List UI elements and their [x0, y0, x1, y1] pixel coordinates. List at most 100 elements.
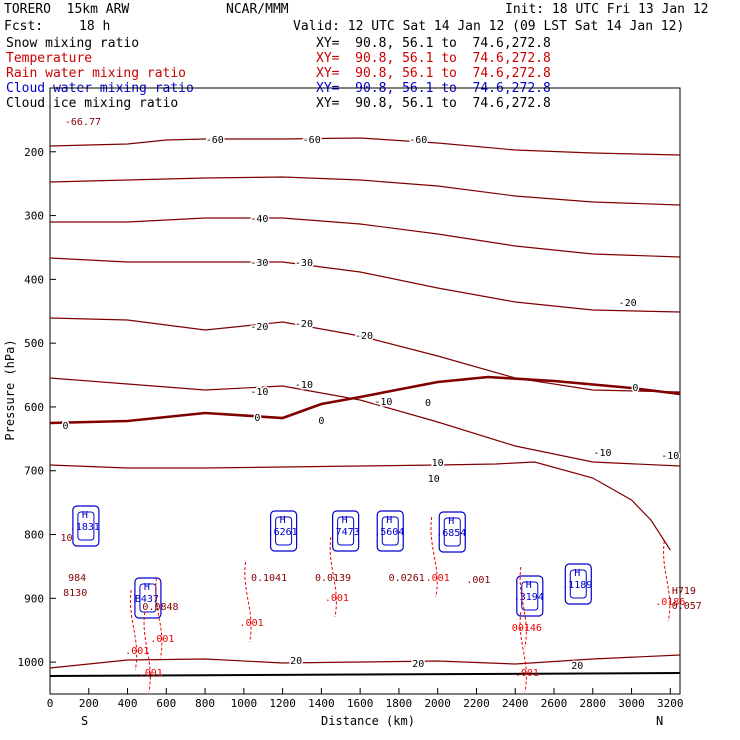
rain-label: .001: [240, 618, 264, 629]
field-name-snow: Snow mixing ratio: [6, 36, 140, 51]
ground-line: [49, 672, 681, 677]
isotherm-label: 0: [425, 398, 431, 409]
cloud-max-mark: H: [144, 582, 150, 593]
cloud-contour: [275, 516, 293, 546]
y-tick-label: 300: [24, 210, 44, 223]
rain-layer: .001.001.001.001.001.001.00100146.018698…: [60, 117, 702, 693]
isotherm-label: -10: [250, 387, 268, 398]
cloud-max-mark: H: [342, 515, 348, 526]
isotherm-label: -60: [409, 135, 427, 146]
x-tick-label: 1600: [347, 697, 374, 710]
x-tick-label: 1800: [386, 697, 413, 710]
cloud-max-mark: H: [574, 568, 580, 579]
isotherm-label: 10: [428, 474, 440, 485]
cloud-max-value: .1831: [70, 522, 100, 533]
rain-contour: [663, 540, 671, 622]
isotherm-line: [49, 317, 681, 393]
isotherm-label: -20: [355, 331, 373, 342]
cloud-max-value: B437: [135, 594, 159, 605]
cloud-max-mark: H: [82, 510, 88, 521]
rain-contour: [519, 566, 527, 648]
rain-label: .001: [125, 646, 149, 657]
y-axis-label: Pressure (hPa): [3, 339, 17, 440]
isotherm-label: -10: [295, 380, 313, 391]
isotherm-label: 20: [412, 659, 424, 670]
isotherm-label: -60: [303, 135, 321, 146]
cloud-contour: [516, 575, 544, 617]
x-tick-label: 2800: [580, 697, 607, 710]
cloud-layer: H.1831H.6261H.7473H.5604H.6854H.3194H.11…: [70, 505, 592, 619]
y-tick-label: 700: [24, 465, 44, 478]
x-tick-label: 2200: [463, 697, 490, 710]
cloud-max-value: .7473: [330, 527, 360, 538]
cloud-max-mark: H: [526, 580, 532, 591]
rain-contour: [130, 589, 138, 671]
misc-label: 0.0261: [389, 573, 425, 584]
misc-label: 0.0848: [142, 602, 178, 613]
isotherm-label: -10: [593, 448, 611, 459]
x-tick-label: 1400: [308, 697, 335, 710]
field-name-temperature: Temperature: [6, 51, 93, 66]
y-tick-label: 400: [24, 273, 44, 286]
isotherm-label: -20: [295, 319, 313, 330]
cloud-max-mark: H: [448, 516, 454, 527]
cloud-max-value: .3194: [514, 592, 544, 603]
field-name-cloud-ice: Cloud ice mixing ratio: [6, 96, 179, 111]
rain-label: .001: [515, 668, 539, 679]
plot-frame: [49, 87, 681, 695]
cloud-contour: [521, 581, 539, 611]
field-xy-rain: XY= 90.8, 56.1 to 74.6,272.8: [316, 66, 551, 81]
isotherm-line: [49, 257, 681, 313]
x-tick-label: 1000: [231, 697, 258, 710]
init-label: Init: 18 UTC Fri 13 Jan 12: [505, 2, 709, 17]
misc-label: -66.77: [65, 117, 101, 128]
isotherm-line: [49, 461, 671, 551]
rain-label: .0186: [655, 597, 685, 608]
valid-label: Valid: 12 UTC Sat 14 Jan 12 (09 LST Sat …: [293, 19, 685, 34]
cloud-contour: [134, 577, 162, 619]
rain-contour: [143, 611, 151, 693]
misc-label: 0.0139: [315, 573, 351, 584]
x-tick-label: 3000: [618, 697, 645, 710]
isotherm-label: 20: [571, 661, 583, 672]
cloud-contour: [438, 511, 466, 553]
cloud-max-mark: H: [280, 515, 286, 526]
isotherm-line: [49, 377, 681, 467]
cloud-contour: [139, 583, 157, 613]
field-xy-cloud-ice: XY= 90.8, 56.1 to 74.6,272.8: [316, 96, 551, 111]
x-tick-label: 200: [79, 697, 99, 710]
isotherm-label: -30: [295, 258, 313, 269]
cloud-max-value: .5604: [374, 527, 404, 538]
misc-label: 8130: [63, 588, 87, 599]
axes-layer: 0 200 400 600 800 1000 1200 1400 1600 1800 2000 220…: [18, 146, 684, 710]
rain-label: .001: [139, 668, 163, 679]
x-tick-label: 3200: [657, 697, 684, 710]
rain-contour: [155, 577, 163, 659]
cloud-contour: [337, 516, 355, 546]
isotherm-line: [49, 375, 681, 425]
misc-label: 984: [68, 573, 86, 584]
cloud-max-value: .6261: [268, 527, 298, 538]
model-label: TORERO 15km ARW: [4, 2, 130, 17]
y-tick-label: 200: [24, 146, 44, 159]
x-tick-label: 400: [118, 697, 138, 710]
rain-contour: [519, 611, 527, 693]
cloud-contour: [443, 517, 461, 547]
cloud-contour: [332, 510, 360, 552]
forecast-label: Fcst:: [4, 19, 44, 34]
field-xy-snow: XY= 90.8, 56.1 to 74.6,272.8: [316, 36, 551, 51]
isotherm-label: 20: [290, 656, 302, 667]
misc-label: .001: [466, 575, 490, 586]
x-tick-label: 2400: [502, 697, 529, 710]
cloud-contour: [77, 511, 95, 541]
right-endpoint-label: N: [656, 714, 663, 728]
isotherm-label: -30: [250, 258, 268, 269]
x-tick-label: 1200: [269, 697, 296, 710]
rain-label: .001: [426, 573, 450, 584]
x-axis-label: Distance (km): [321, 714, 415, 728]
misc-label: 0.057: [672, 601, 702, 612]
cloud-contour: [564, 563, 592, 605]
isotherm-layer: -60 -60 -60 -40 -30 -30 -20 -20 -20 -20 -10 -10 -10 -…: [49, 134, 681, 677]
org-label: NCAR/MMM: [226, 2, 289, 17]
